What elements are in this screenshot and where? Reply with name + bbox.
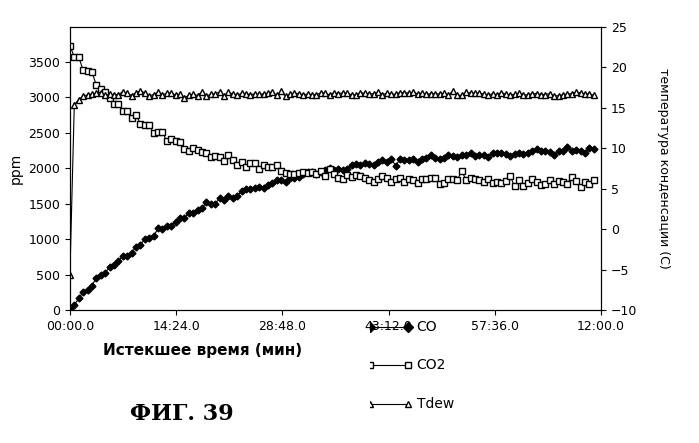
CO <box>480 152 488 158</box>
CO2 <box>66 43 74 49</box>
CO2 <box>426 175 435 180</box>
Text: ФИГ. 39: ФИГ. 39 <box>130 403 233 425</box>
CO <box>356 163 365 168</box>
Line: CO2: CO2 <box>66 43 597 190</box>
Line: Tdew: Tdew <box>66 88 597 278</box>
Tdew <box>277 89 285 94</box>
Tdew <box>431 91 440 97</box>
CO2 <box>589 177 598 183</box>
Text: Tdew: Tdew <box>417 397 454 411</box>
CO2 <box>175 139 184 144</box>
Text: Истекшее время (мин): Истекшее время (мин) <box>103 343 302 358</box>
Tdew <box>577 90 585 96</box>
Tdew <box>484 93 492 98</box>
CO2 <box>480 179 488 185</box>
CO2 <box>356 174 365 179</box>
CO <box>563 144 572 149</box>
CO <box>426 152 435 158</box>
CO <box>589 146 598 152</box>
Tdew <box>66 272 74 277</box>
Text: CO: CO <box>417 320 438 334</box>
CO <box>577 148 585 153</box>
CO <box>66 307 74 312</box>
Tdew <box>361 90 369 96</box>
CO2 <box>572 178 580 183</box>
Y-axis label: ppm: ppm <box>9 153 23 184</box>
Tdew <box>175 91 184 97</box>
CO <box>175 215 184 221</box>
CO <box>207 201 215 206</box>
CO2 <box>577 184 585 190</box>
Tdew <box>207 92 215 97</box>
Line: CO: CO <box>68 144 596 311</box>
Y-axis label: температура конденсации (С): температура конденсации (С) <box>656 68 670 269</box>
CO2 <box>207 154 215 159</box>
Tdew <box>589 93 598 98</box>
Text: CO2: CO2 <box>417 358 446 373</box>
